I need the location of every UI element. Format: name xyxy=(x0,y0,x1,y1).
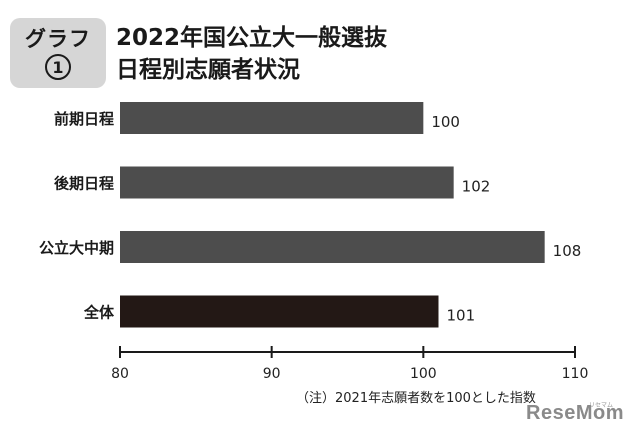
category-label: 公立大中期 xyxy=(39,239,114,257)
value-label: 100 xyxy=(431,113,460,131)
x-tick-label: 110 xyxy=(562,366,589,382)
resemom-logo: ReseMom xyxy=(526,402,624,424)
graph-badge-label: グラフ xyxy=(25,27,91,51)
bar xyxy=(120,295,439,328)
chart-title-line1: 2022年国公立大一般選抜 xyxy=(116,25,388,51)
bar xyxy=(120,166,454,199)
chart-title: 2022年国公立大一般選抜 日程別志願者状況 xyxy=(116,22,596,86)
category-label: 全体 xyxy=(83,304,115,322)
x-tick-label: 80 xyxy=(111,366,129,382)
resemom-logo-sub: リセマム xyxy=(589,402,614,409)
chart-note: （注）2021年志願者数を100とした指数 xyxy=(296,391,536,406)
value-label: 101 xyxy=(447,307,476,325)
graph-badge-number: 1 xyxy=(45,54,71,80)
chart-title-line2: 日程別志願者状況 xyxy=(116,57,300,83)
bar xyxy=(120,231,545,263)
value-label: 108 xyxy=(553,242,582,260)
bar xyxy=(120,102,424,134)
x-tick-label: 100 xyxy=(410,366,437,382)
category-label: 前期日程 xyxy=(54,110,114,128)
graph-badge: グラフ 1 xyxy=(10,18,106,88)
category-label: 後期日程 xyxy=(53,175,114,193)
x-tick-label: 90 xyxy=(263,366,281,382)
value-label: 102 xyxy=(462,178,491,196)
